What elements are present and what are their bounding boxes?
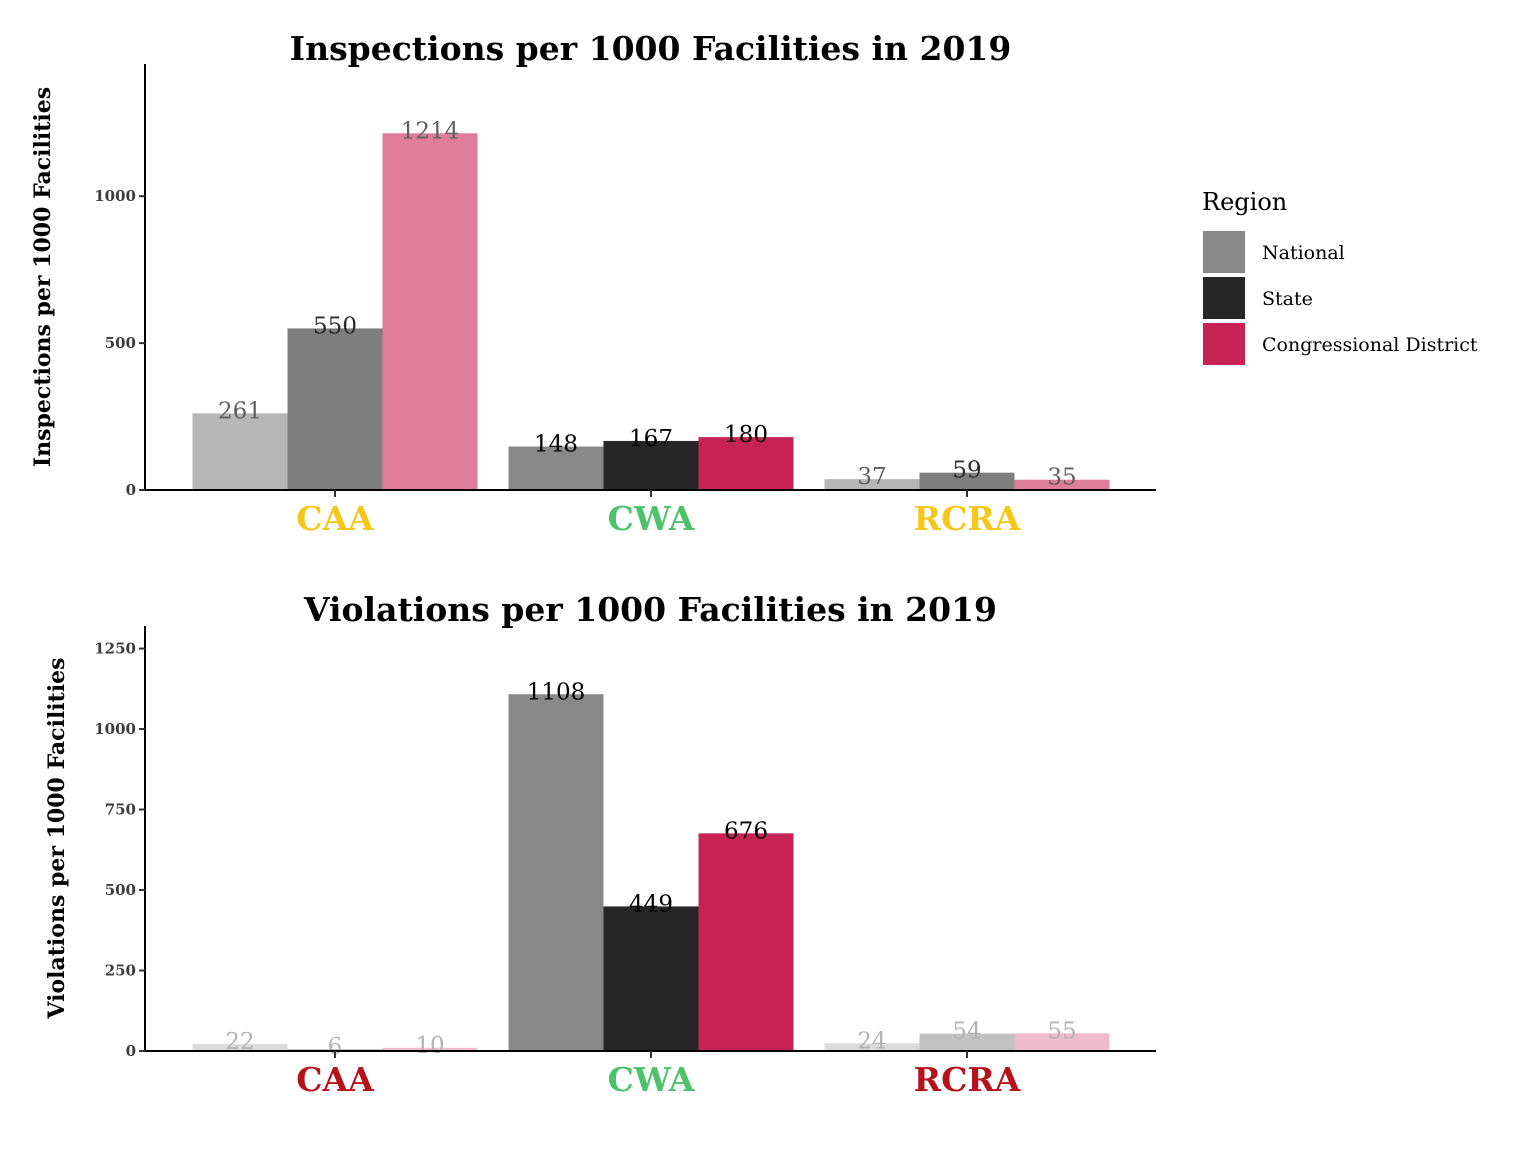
x-tick-label-caa: CAA (296, 499, 374, 538)
data-label: 180 (724, 422, 768, 448)
data-label: 54 (952, 1019, 981, 1045)
chart-title: Inspections per 1000 Facilities in 2019 (290, 29, 1012, 68)
legend-label-national: National (1262, 242, 1345, 264)
bar-caa-congressional-district (382, 133, 478, 490)
y-tick-label: 1000 (94, 187, 136, 205)
bar-cwa-state (603, 440, 699, 490)
bar-cwa-state (603, 906, 699, 1051)
data-label: 24 (857, 1028, 886, 1054)
bar-rcra-national (824, 1043, 920, 1051)
bar-rcra-state (919, 472, 1015, 490)
x-tick-label-cwa: CWA (608, 499, 695, 538)
bar-caa-congressional-district (382, 1047, 478, 1051)
legend-label-congressional-district: Congressional District (1262, 334, 1478, 356)
y-tick-label: 500 (105, 334, 136, 352)
y-tick-label: 500 (105, 881, 136, 899)
legend-swatch-state (1203, 277, 1245, 319)
legend-swatch-congressional-district (1203, 323, 1245, 365)
bar-rcra-congressional-district (1014, 1033, 1110, 1051)
bar-cwa-national (508, 694, 604, 1051)
x-tick-label-rcra: RCRA (914, 499, 1021, 538)
bar-rcra-state (919, 1033, 1015, 1051)
x-tick-label-rcra: RCRA (914, 1060, 1021, 1099)
data-label: 55 (1047, 1018, 1076, 1044)
bar-rcra-national (824, 479, 920, 490)
violations-chart: Violations per 1000 Facilities in 2019 Vi… (44, 590, 1156, 1099)
y-tick-label: 1000 (94, 720, 136, 738)
data-label: 6 (328, 1034, 343, 1060)
bar-caa-national (192, 1043, 288, 1051)
data-label: 37 (857, 464, 886, 490)
data-label: 1108 (527, 679, 586, 705)
data-label: 676 (724, 818, 768, 844)
legend-label-state: State (1262, 288, 1313, 310)
data-label: 167 (629, 426, 673, 452)
data-label: 1214 (401, 118, 460, 144)
data-label: 59 (952, 458, 981, 484)
legend: Region National State Congressional Dist… (1202, 188, 1478, 365)
bar-cwa-national (508, 446, 604, 490)
x-tick-label-caa: CAA (296, 1060, 374, 1099)
legend-title: Region (1202, 188, 1287, 216)
data-label: 35 (1047, 465, 1076, 491)
data-label: 10 (415, 1033, 444, 1059)
y-axis-label: Violations per 1000 Facilities (44, 657, 70, 1019)
data-label: 550 (313, 313, 357, 339)
y-tick-label: 0 (126, 1042, 136, 1060)
legend-swatch-national (1203, 231, 1245, 273)
inspections-chart: Inspections per 1000 Facilities in 2019 I… (30, 29, 1156, 538)
bar-cwa-congressional-district (698, 437, 794, 490)
y-tick-label: 750 (105, 801, 136, 819)
data-label: 148 (534, 432, 578, 458)
y-tick-label: 1250 (94, 640, 136, 658)
bar-rcra-congressional-district (1014, 479, 1110, 490)
x-tick-label-cwa: CWA (608, 1060, 695, 1099)
y-axis-label: Inspections per 1000 Facilities (30, 87, 56, 467)
bar-caa-state (287, 328, 383, 490)
data-label: 261 (218, 398, 262, 424)
y-tick-label: 250 (105, 962, 136, 980)
chart-title: Violations per 1000 Facilities in 2019 (303, 590, 997, 629)
y-tick-label: 0 (126, 481, 136, 499)
bar-cwa-congressional-district (698, 833, 794, 1051)
data-label: 449 (629, 891, 673, 917)
bar-caa-national (192, 413, 288, 490)
